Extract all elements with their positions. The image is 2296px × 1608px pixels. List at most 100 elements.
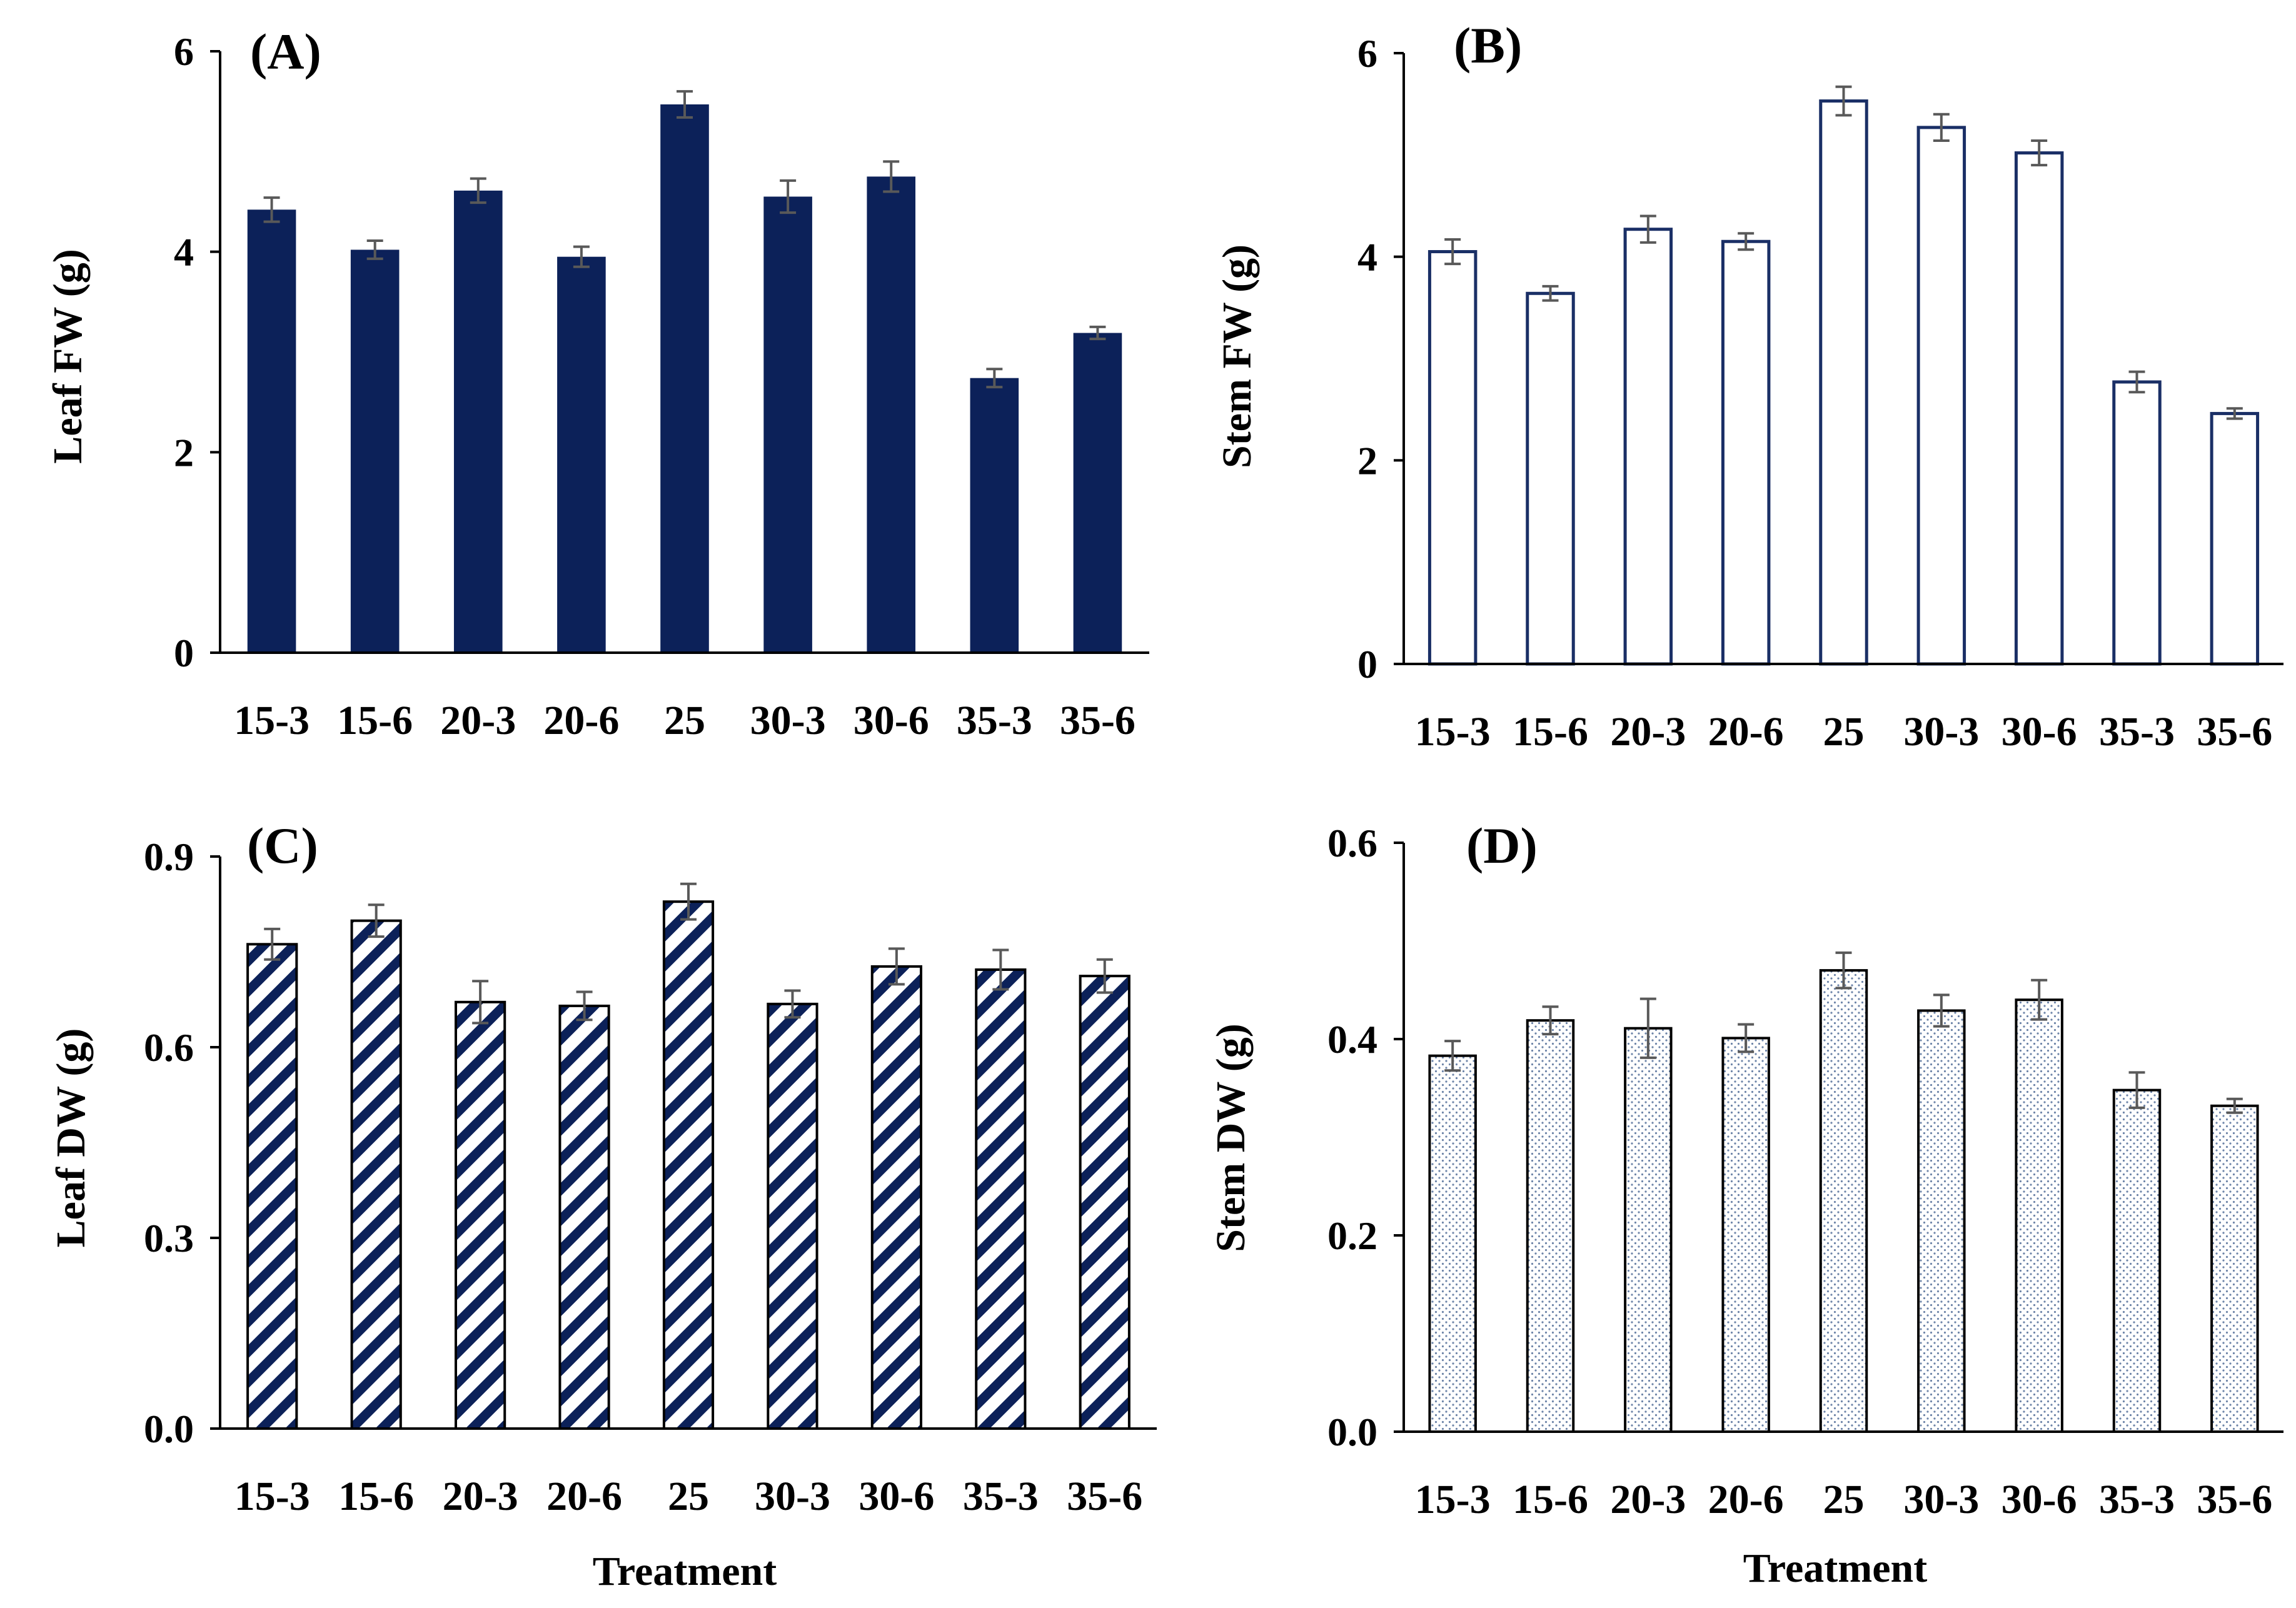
panel-b-bar — [2210, 411, 2260, 666]
panel-a-category-label: 25 — [664, 698, 705, 743]
panel-d-bar — [1819, 969, 1868, 1433]
panel-d-bar — [2210, 1104, 2259, 1433]
panel-d-ylabel: Stem DW (g) — [1208, 1023, 1254, 1252]
panel-a-category-label: 15-6 — [337, 698, 413, 743]
panel-c-marks: 0.0 0.3 0.6 0.9 15-3 15-6 20-3 20-6 25 30-3 30-6 35… — [144, 835, 1157, 1519]
panel-a-bar — [867, 176, 916, 653]
panel-c-category-label: 30-3 — [755, 1474, 830, 1519]
panel-a: (A) Leaf FW (g) 0 2 4 6 15-3 15-6 20-3 20-6 25 30… — [45, 23, 1149, 743]
panel-b-bar — [1623, 228, 1673, 666]
panel-b-category-label: 15-3 — [1415, 709, 1491, 755]
panel-d-category-label: 20-6 — [1708, 1477, 1784, 1522]
panel-d-ytick-label: 0.2 — [1327, 1214, 1377, 1258]
panel-c-category-label: 20-6 — [546, 1474, 622, 1519]
panel-d-category-label: 15-6 — [1513, 1477, 1588, 1522]
panel-c-ytick-label: 0.6 — [144, 1025, 194, 1070]
panel-d-ytick-label: 0.0 — [1327, 1410, 1377, 1454]
panel-c-ytick-label: 0.9 — [144, 835, 194, 879]
panel-d-xlabel: Treatment — [1743, 1545, 1927, 1591]
panel-d-category-label: 35-6 — [2197, 1477, 2272, 1522]
panel-a-bar — [247, 209, 296, 653]
panel-a-ytick-label: 6 — [174, 29, 194, 74]
panel-d-ytick-label: 0.4 — [1327, 1017, 1377, 1062]
panel-c-category-label: 30-6 — [858, 1474, 934, 1519]
panel-b-category-label: 35-6 — [2197, 709, 2272, 755]
panel-a-category-label: 30-6 — [853, 698, 929, 743]
panel-c-ylabel: Leaf DW (g) — [48, 1028, 94, 1248]
panel-b-bar — [1916, 126, 1966, 666]
panel-c-bar — [767, 1002, 818, 1430]
panel-a-bar — [557, 256, 606, 653]
panel-a-bar — [660, 104, 709, 653]
panel-b-bar — [1427, 250, 1478, 666]
panel-a-ylabel: Leaf FW (g) — [45, 249, 91, 463]
panel-b-category-label: 15-6 — [1513, 709, 1588, 755]
panel-a-category-label: 15-3 — [234, 698, 310, 743]
panel-d-bar — [1428, 1054, 1477, 1433]
panel-d-bar — [1624, 1027, 1673, 1433]
panel-d-ytick-label: 0.6 — [1327, 821, 1377, 865]
panel-b-bar — [1819, 99, 1868, 666]
panel-a-bar — [350, 249, 400, 653]
panel-b-bar — [1526, 291, 1575, 666]
panel-d-bar — [2015, 998, 2063, 1433]
panel-c-bar — [454, 1000, 506, 1430]
panel-d-category-label: 35-3 — [2099, 1477, 2175, 1522]
panel-b-category-label: 30-6 — [2001, 709, 2077, 755]
panel-b-ytick-label: 4 — [1357, 235, 1377, 279]
panel-a-category-label: 35-3 — [957, 698, 1032, 743]
panel-c-bar — [558, 1004, 610, 1430]
panel-b-marks: 0 2 4 6 15-3 15-6 20-3 20-6 25 30-3 30-6 35-3 35-6 — [1357, 31, 2283, 755]
panel-a-bar — [970, 378, 1019, 653]
panel-a-label: (A) — [250, 23, 321, 80]
panel-b-category-label: 30-3 — [1903, 709, 1979, 755]
panel-c-bar — [975, 968, 1027, 1430]
panel-a-bar — [453, 190, 503, 653]
panel-c-ytick-label: 0.0 — [144, 1407, 194, 1451]
panel-d-label: (D) — [1466, 817, 1538, 874]
panel-a-ytick-label: 2 — [174, 430, 194, 475]
panel-a-category-label: 35-6 — [1060, 698, 1135, 743]
panel-c-category-label: 15-6 — [338, 1474, 414, 1519]
panel-b-bar — [2014, 151, 2064, 666]
panel-c-ytick-label: 0.3 — [144, 1216, 194, 1260]
panel-b-category-label: 25 — [1823, 709, 1865, 755]
panel-c-bar — [662, 900, 715, 1430]
panel-b-category-label: 20-6 — [1708, 709, 1784, 755]
panel-a-ytick-label: 0 — [174, 631, 194, 675]
panel-c-category-label: 15-3 — [234, 1474, 310, 1519]
panel-c-category-label: 25 — [668, 1474, 709, 1519]
panel-c: (C) Leaf DW (g) Treatment 0.0 0.3 0.6 0.9 15… — [48, 817, 1157, 1594]
panel-c-bar — [870, 965, 923, 1430]
panel-d-category-label: 25 — [1823, 1477, 1865, 1522]
panel-d-bar — [1526, 1019, 1575, 1434]
panel-d-bar — [2112, 1088, 2162, 1433]
panel-c-category-label: 20-3 — [443, 1474, 518, 1519]
panel-c-bar — [246, 943, 298, 1430]
panel-b-ytick-label: 6 — [1357, 31, 1377, 76]
panel-d-marks: 0.0 0.2 0.4 0.6 15-3 15-6 20-3 20-6 25 30-3 30-6 35… — [1327, 821, 2283, 1522]
panel-d-bar — [1917, 1009, 1966, 1433]
panel-a-bar — [1073, 333, 1122, 653]
panel-b-category-label: 35-3 — [2099, 709, 2175, 755]
panel-c-label: (C) — [247, 817, 318, 874]
panel-d-category-label: 15-3 — [1415, 1477, 1491, 1522]
panel-d: (D) Stem DW (g) Treatment 0.0 0.2 0.4 0.6 15… — [1208, 817, 2283, 1591]
panel-b-bar — [2112, 380, 2162, 666]
panel-a-category-label: 20-3 — [440, 698, 516, 743]
panel-b-ytick-label: 2 — [1357, 438, 1377, 483]
panel-c-xlabel: Treatment — [593, 1549, 777, 1594]
panel-d-category-label: 30-6 — [2001, 1477, 2077, 1522]
panel-c-category-label: 35-6 — [1067, 1474, 1142, 1519]
panel-a-ytick-label: 4 — [174, 230, 194, 274]
panel-b-ylabel: Stem FW (g) — [1214, 244, 1260, 468]
panel-a-category-label: 20-6 — [543, 698, 619, 743]
panel-b-ytick-label: 0 — [1357, 642, 1377, 686]
panel-b-bar — [1721, 239, 1771, 666]
panel-a-marks: 0 2 4 6 15-3 15-6 20-3 20-6 25 30-3 30-6 35-3 35-6 — [174, 29, 1149, 743]
panel-b-category-label: 20-3 — [1610, 709, 1686, 755]
panel-a-category-label: 30-3 — [750, 698, 826, 743]
panel-d-category-label: 20-3 — [1610, 1477, 1686, 1522]
panel-b: (B) Stem FW (g) 0 2 4 6 15-3 15-6 20-3 20-6 25 30… — [1214, 17, 2283, 755]
